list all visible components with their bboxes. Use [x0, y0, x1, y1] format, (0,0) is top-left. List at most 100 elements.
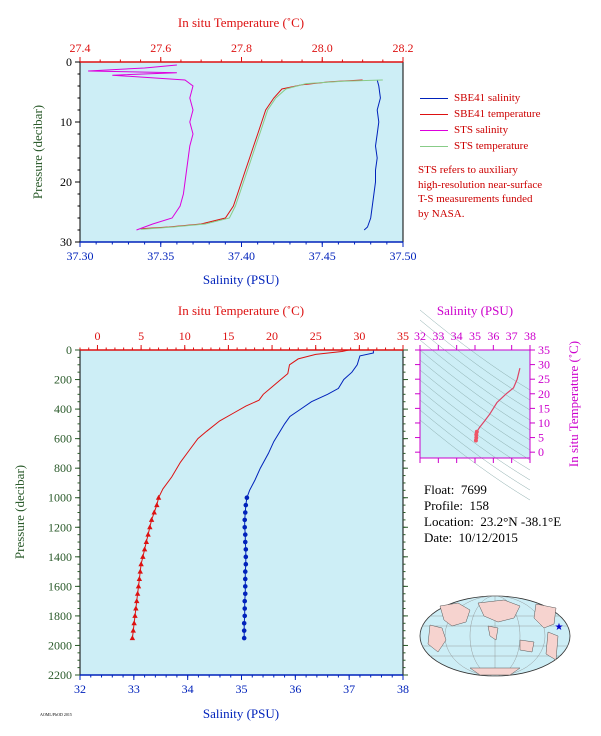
top-salinity-tick-label: 37.30: [67, 249, 94, 263]
top-series-line-3: [140, 79, 383, 230]
date-value: 10/12/2015: [458, 530, 518, 545]
legend-item: SBE41 temperature: [420, 106, 540, 122]
legend-swatch: [420, 113, 448, 115]
ts-density-contour: [419, 359, 531, 441]
ts-temperature-tick-label: 25: [538, 372, 550, 386]
deep-salinity-point: [242, 606, 248, 611]
top-pressure-tick-label: 10: [60, 115, 72, 129]
note-line: T-S measurements funded: [418, 193, 533, 205]
deep-temperature-point: [137, 568, 143, 574]
date-label: Date:: [424, 530, 453, 545]
legend-item: STS salinity: [420, 122, 540, 138]
ts-point: [474, 432, 479, 437]
top-pressure-tick-label: 30: [60, 235, 72, 249]
top-salinity-axis-label: Salinity (PSU): [203, 272, 279, 287]
deep-pressure-tick-label: 800: [54, 461, 72, 475]
ts-salinity-tick-label: 38: [524, 329, 536, 343]
deep-temperature-point: [147, 524, 153, 530]
ts-salinity-axis-label: Salinity (PSU): [437, 303, 513, 318]
deep-temperature-tick-label: 20: [266, 329, 278, 343]
deep-salinity-point: [242, 569, 248, 574]
deep-temperature-point: [141, 546, 148, 552]
deep-temperature-tick-label: 10: [179, 329, 191, 343]
top-series-line-0: [363, 79, 381, 231]
float-location-map: ★: [419, 595, 571, 677]
ts-density-contour: [419, 349, 531, 431]
location-label: Location:: [424, 514, 474, 529]
note-line: STS refers to auxiliary: [418, 164, 518, 176]
profile-value: 158: [469, 498, 490, 513]
deep-salinity-point: [243, 561, 249, 567]
legend: SBE41 salinity SBE41 temperature STS sal…: [420, 90, 540, 154]
deep-salinity-point: [243, 547, 249, 552]
deep-pressure-tick-label: 2000: [48, 638, 72, 652]
top-plot-background: [80, 62, 403, 242]
deep-salinity-point: [242, 510, 248, 515]
ts-point: [474, 435, 479, 440]
deep-pressure-tick-label: 1200: [48, 520, 72, 534]
top-temperature-tick-label: 28.0: [312, 41, 333, 55]
deep-salinity-point: [242, 517, 248, 523]
float-info: Float: 7699 Profile: 158 Location: 23.2°…: [424, 482, 561, 546]
deep-temperature-point: [135, 583, 142, 589]
top-pressure-axis-label: Pressure (decibar): [30, 105, 45, 199]
footer-code: AOML/PhOD 2015: [40, 712, 72, 717]
deep-pressure-tick-label: 1000: [48, 491, 72, 505]
top-salinity-tick-label: 37.35: [147, 249, 174, 263]
deep-temperature-point: [134, 590, 141, 596]
legend-item: STS temperature: [420, 138, 540, 154]
ts-density-contour: [419, 399, 531, 481]
ts-salinity-tick-label: 34: [451, 329, 463, 343]
deep-temperature-point: [129, 635, 136, 641]
deep-temperature-tick-label: 0: [94, 329, 100, 343]
ts-temperature-tick-label: 30: [538, 358, 550, 372]
deep-temperature-point: [133, 605, 139, 611]
legend-item: SBE41 salinity: [420, 90, 540, 106]
deep-salinity-point: [242, 576, 248, 582]
deep-temperature-tick-label: 35: [397, 329, 409, 343]
deep-pressure-tick-label: 600: [54, 432, 72, 446]
deep-salinity-tick-label: 38: [397, 682, 409, 696]
deep-salinity-point: [243, 502, 249, 508]
top-salinity-tick-label: 37.50: [390, 249, 417, 263]
note-line: high-resolution near-surface: [418, 178, 543, 191]
top-temperature-tick-label: 28.2: [393, 41, 414, 55]
deep-salinity-point: [242, 598, 248, 604]
ts-temperature-tick-label: 10: [538, 416, 550, 430]
ts-salinity-tick-label: 36: [487, 329, 499, 343]
deep-salinity-point: [244, 495, 250, 501]
legend-swatch: [420, 145, 448, 147]
legend-label: SBE41 temperature: [454, 108, 541, 120]
deep-pressure-axis-label: Pressure (decibar): [12, 465, 27, 559]
ts-temperature-tick-label: 15: [538, 401, 550, 415]
deep-salinity-point: [242, 613, 248, 619]
deep-temperature-point: [134, 598, 140, 604]
top-series-line-1: [140, 79, 363, 230]
deep-temperature-tick-label: 15: [222, 329, 234, 343]
deep-temperature-point: [151, 509, 157, 515]
ts-temperature-tick-label: 0: [538, 445, 544, 459]
ts-density-contour: [419, 339, 531, 421]
ts-salinity-tick-label: 33: [432, 329, 444, 343]
sts-note: STS refers to auxiliary high-resolution …: [418, 163, 596, 221]
note-line: by NASA.: [418, 207, 465, 220]
deep-pressure-tick-label: 2200: [48, 668, 72, 682]
deep-temperature-point: [132, 612, 138, 618]
top-temperature-tick-label: 27.6: [150, 41, 171, 55]
deep-salinity-point: [242, 591, 248, 597]
top-series-line-2: [88, 64, 194, 231]
float-value: 7699: [460, 482, 487, 497]
deep-temperature-point: [138, 561, 144, 567]
deep-temperature-point: [131, 620, 137, 626]
ts-density-contour: [419, 319, 531, 401]
top-temperature-tick-label: 27.8: [231, 41, 252, 55]
deep-salinity-axis-label: Salinity (PSU): [203, 706, 279, 721]
ts-density-contour: [419, 309, 531, 391]
top-temperature-tick-label: 27.4: [70, 41, 91, 55]
location-value: 23.2°N -38.1°E: [480, 514, 562, 529]
ts-point: [473, 438, 478, 443]
deep-salinity-tick-label: 32: [74, 682, 86, 696]
ts-salinity-tick-label: 37: [506, 329, 518, 343]
